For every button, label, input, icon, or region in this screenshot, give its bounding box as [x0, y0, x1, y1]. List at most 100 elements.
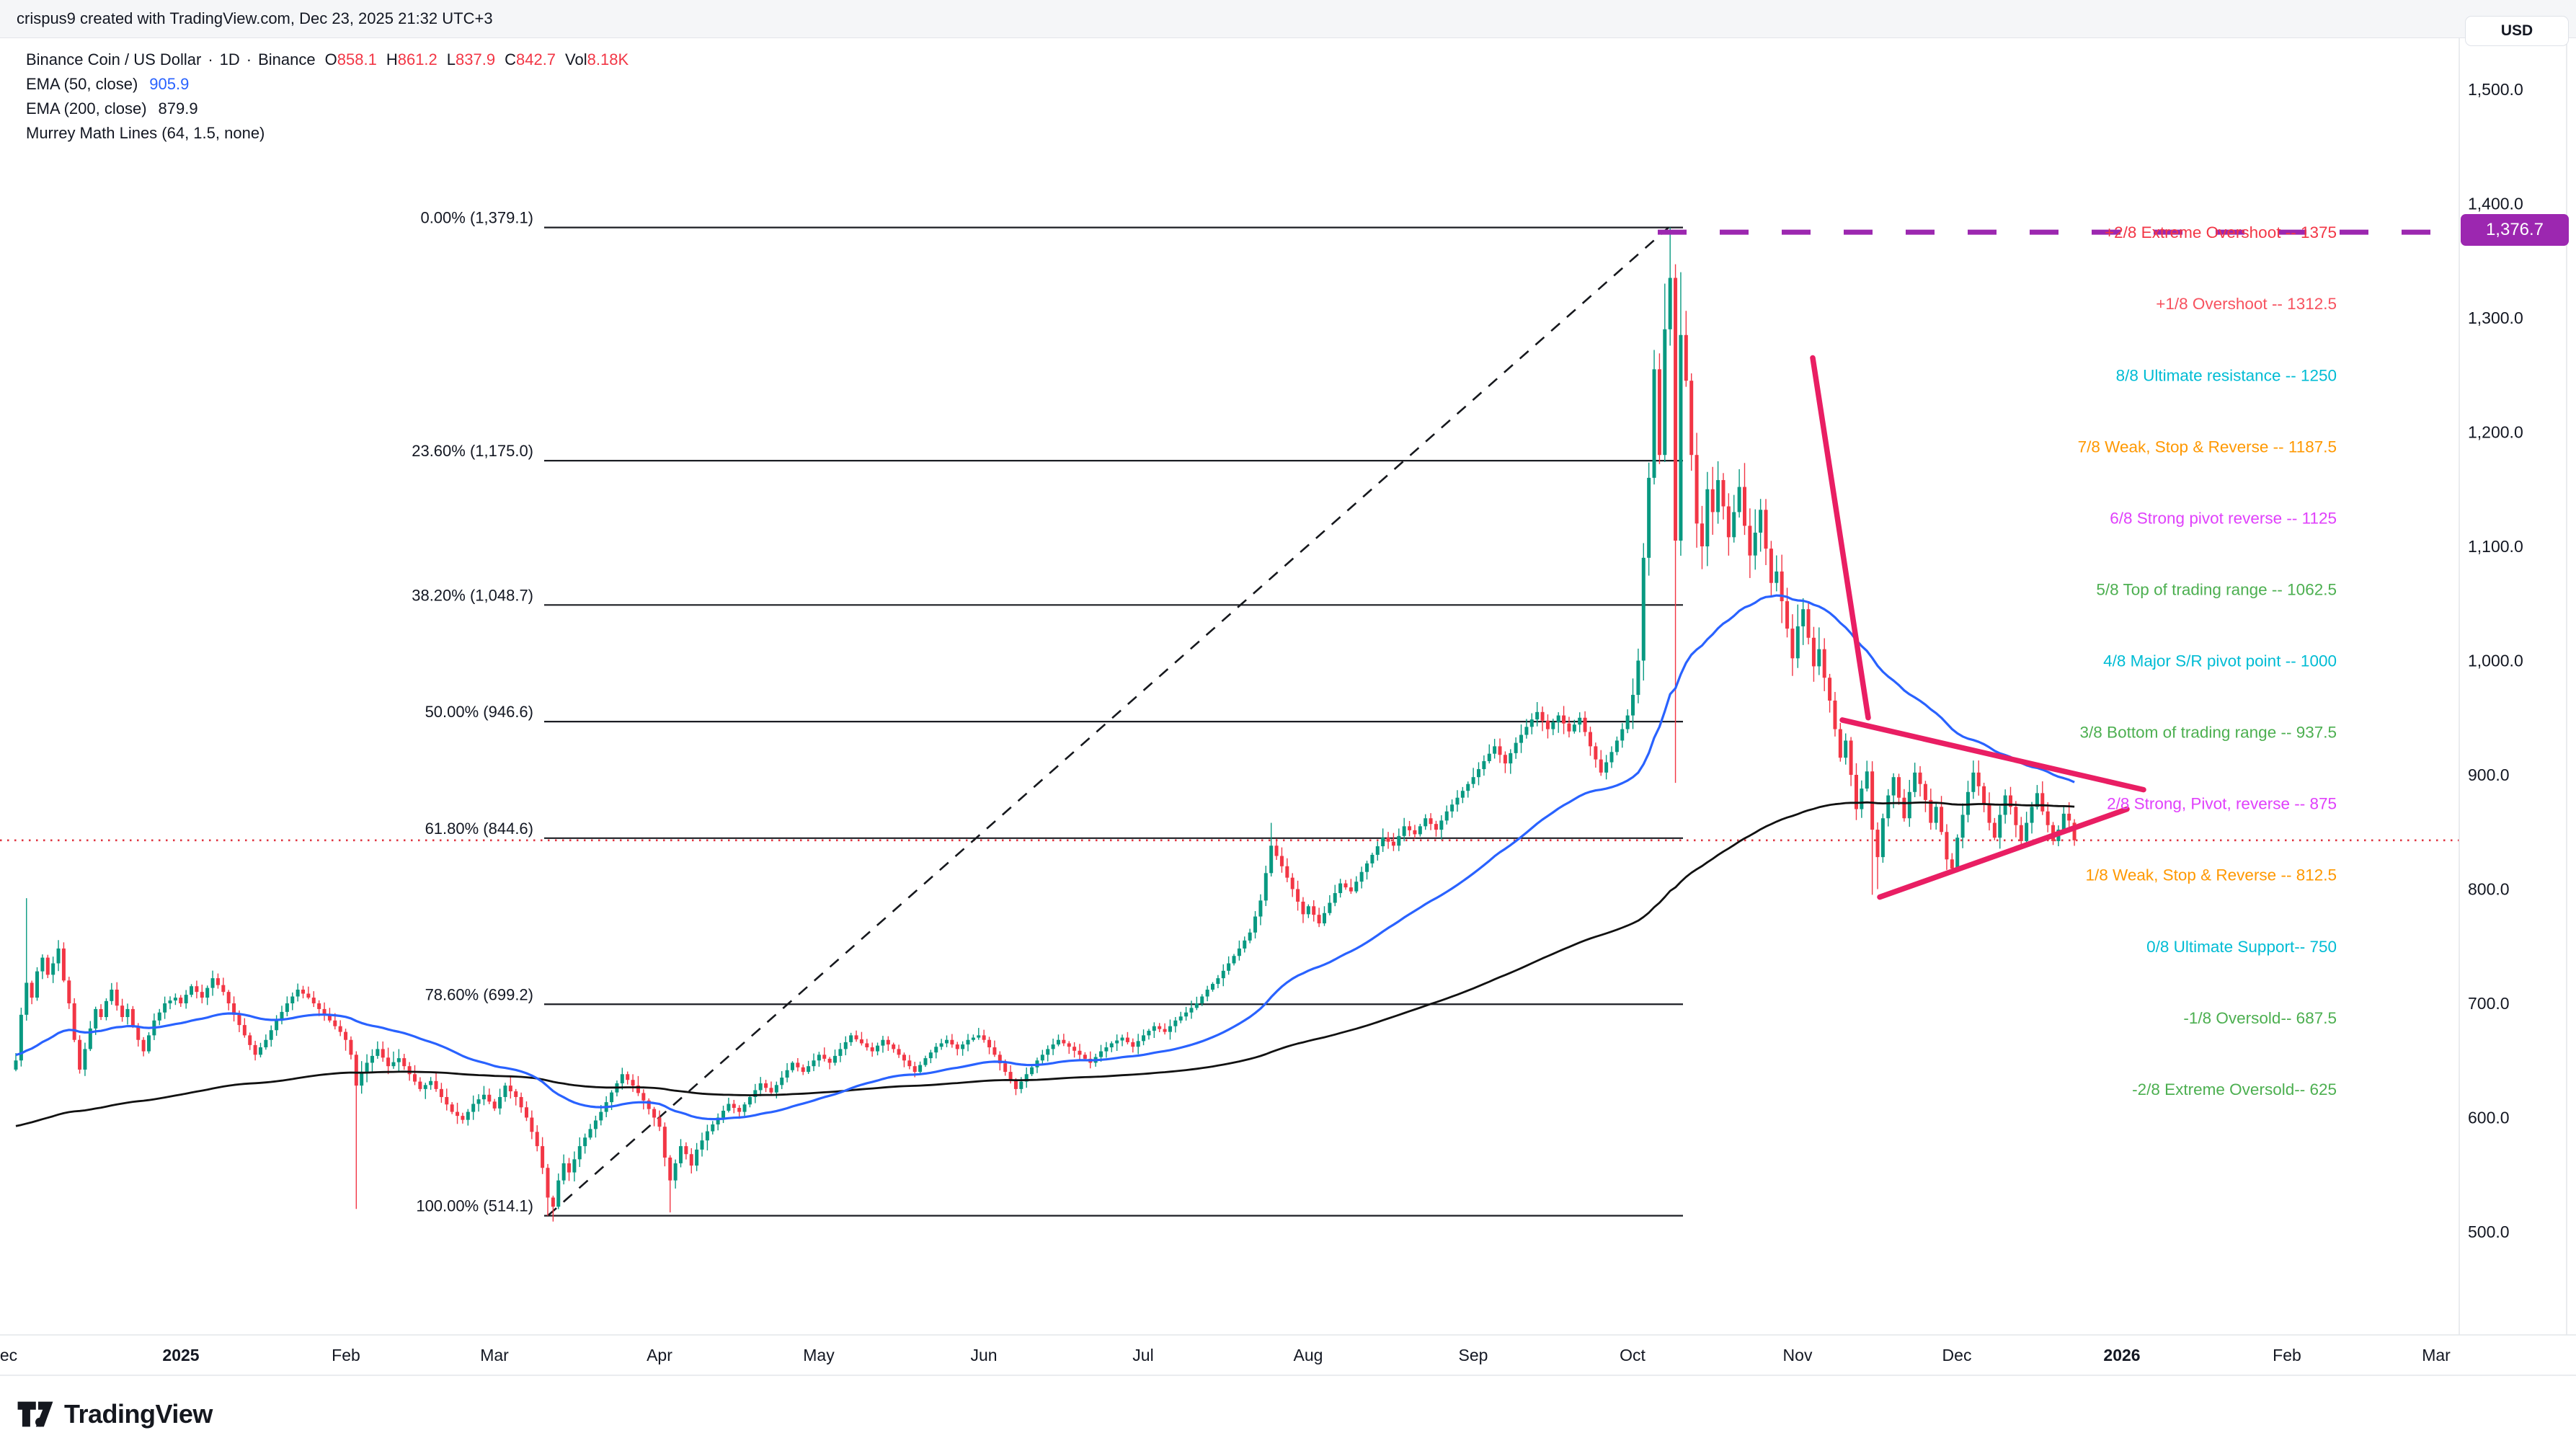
- legend-ema200-row[interactable]: EMA (200, close) 879.9: [26, 97, 629, 121]
- candle-body: [2040, 793, 2045, 812]
- candle-body: [1769, 549, 1773, 583]
- candle-body: [727, 1104, 731, 1111]
- candle-body: [30, 982, 34, 998]
- candle-body: [72, 1003, 76, 1040]
- candle-body: [742, 1104, 747, 1112]
- candle-body: [1945, 832, 1949, 860]
- candle-body: [1056, 1039, 1060, 1045]
- candle-body: [157, 1012, 161, 1021]
- candle-body: [1811, 637, 1816, 667]
- time-axis-month-label: Nov: [1783, 1346, 1813, 1364]
- candle-body: [1072, 1047, 1077, 1051]
- candle-body: [1609, 752, 1614, 763]
- ohlc-close: C842.7: [505, 50, 556, 68]
- ohlc-open: O858.1: [324, 50, 377, 68]
- fib-level-label: 78.60% (699.2): [425, 985, 533, 1003]
- tradingview-logo[interactable]: TradingView: [17, 1397, 213, 1431]
- candle-body: [83, 1049, 87, 1070]
- candle-body: [200, 992, 204, 998]
- ema-50-line[interactable]: [15, 594, 2075, 1121]
- candle-body: [1684, 334, 1688, 381]
- legend-murrey-row[interactable]: Murrey Math Lines (64, 1.5, none): [26, 121, 629, 146]
- candle-body: [1934, 807, 1938, 823]
- price-axis-tick: 900.0: [2468, 765, 2510, 784]
- candle-body: [1716, 480, 1720, 512]
- candle-body: [1008, 1072, 1013, 1080]
- candle-body: [1780, 571, 1784, 602]
- candle-body: [1232, 956, 1236, 964]
- candle-body: [232, 1003, 236, 1015]
- pink-trend-segment-3[interactable]: [1877, 806, 2130, 900]
- candle-body: [1535, 711, 1540, 720]
- pink-trend-segment-1[interactable]: [1810, 355, 1871, 721]
- candle-body: [881, 1039, 885, 1046]
- candle-body: [1487, 753, 1491, 761]
- watermark-text: crispus9 created with TradingView.com, D…: [17, 9, 493, 27]
- candle-body: [817, 1055, 821, 1061]
- candle-body: [413, 1074, 417, 1082]
- candle-body: [35, 971, 40, 998]
- candle-body: [732, 1104, 736, 1109]
- candle-body: [945, 1039, 949, 1044]
- candles-series: [14, 227, 2077, 1222]
- time-axis-month-label: Jul: [1132, 1346, 1153, 1364]
- candle-body: [1263, 873, 1268, 901]
- candle-body: [1721, 480, 1726, 507]
- candle-body: [344, 1031, 348, 1040]
- candle-body: [700, 1140, 704, 1150]
- candle-body: [796, 1062, 800, 1067]
- currency-button[interactable]: USD: [2465, 16, 2569, 46]
- candle-body: [1274, 845, 1279, 856]
- time-axis-year-label: 2026: [2103, 1346, 2140, 1364]
- candle-body: [1753, 532, 1757, 556]
- candle-body: [1556, 715, 1560, 723]
- candle-body: [1354, 882, 1359, 892]
- candle-body: [626, 1074, 630, 1080]
- candle-body: [1668, 278, 1672, 329]
- candle-body: [1067, 1043, 1071, 1047]
- candle-body: [1301, 901, 1305, 915]
- candle-body: [40, 957, 45, 972]
- candle-body: [311, 998, 316, 1003]
- candle-body: [1540, 711, 1545, 721]
- ema-200-line[interactable]: [15, 801, 2075, 1127]
- candle-body: [1891, 777, 1896, 796]
- candle-body: [381, 1049, 385, 1058]
- candle-body: [907, 1060, 912, 1067]
- candle-body: [1221, 970, 1225, 979]
- candle-body: [1455, 797, 1460, 805]
- legend-symbol-row[interactable]: Binance Coin / US Dollar · 1D · Binance …: [26, 48, 629, 72]
- candle-body: [56, 948, 61, 964]
- candle-body: [1243, 940, 1247, 949]
- candle-body: [1657, 369, 1661, 456]
- candle-body: [535, 1132, 539, 1147]
- currency-label: USD: [2500, 22, 2533, 39]
- candle-body: [242, 1025, 247, 1036]
- candle-body: [2009, 795, 2012, 807]
- candle-body: [1865, 771, 1869, 789]
- candle-body: [120, 1006, 125, 1018]
- price-axis-tick: 500.0: [2468, 1222, 2510, 1241]
- time-axis-month-label: Mar: [2422, 1346, 2451, 1364]
- candle-body: [577, 1146, 582, 1160]
- pink-trend-segment-2[interactable]: [1839, 717, 2146, 793]
- murrey-level-label: +2/8 Extreme Overshoot -- 1375: [2105, 223, 2337, 241]
- candle-body: [1408, 826, 1412, 830]
- candle-body: [1147, 1031, 1151, 1036]
- candle-body: [812, 1060, 816, 1067]
- candle-body: [322, 1008, 327, 1015]
- price-axis-tick: 1,500.0: [2468, 80, 2523, 99]
- candle-body: [753, 1090, 758, 1097]
- candle-body: [1519, 734, 1524, 743]
- time-axis-year-label: 2025: [162, 1346, 199, 1364]
- candle-body: [1227, 963, 1231, 971]
- candle-body: [2061, 813, 2066, 830]
- candle-body: [1923, 784, 1927, 800]
- candle-body: [269, 1030, 273, 1040]
- time-axis-month-label: ec: [0, 1346, 17, 1364]
- legend-ema50-row[interactable]: EMA (50, close) 905.9: [26, 72, 629, 97]
- candle-body: [1460, 791, 1465, 798]
- candle-body: [205, 987, 210, 998]
- candle-body: [961, 1044, 965, 1049]
